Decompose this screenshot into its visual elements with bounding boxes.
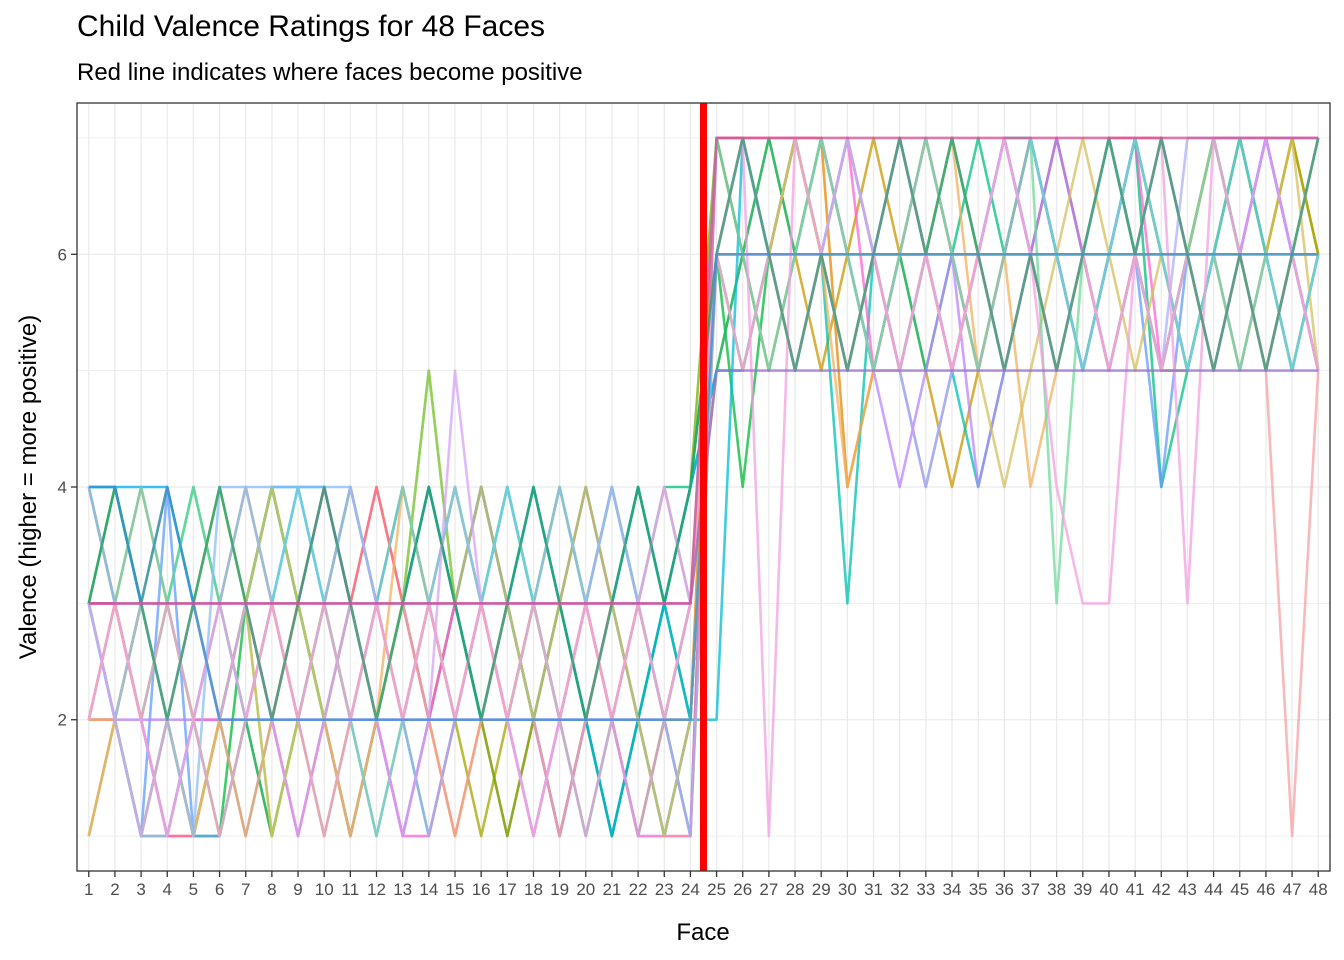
x-tick-label-21: 21 <box>602 880 621 899</box>
x-tick-label-4: 4 <box>163 880 172 899</box>
x-tick-label-31: 31 <box>864 880 883 899</box>
x-tick-label-12: 12 <box>367 880 386 899</box>
x-tick-label-3: 3 <box>136 880 145 899</box>
x-tick-label-42: 42 <box>1152 880 1171 899</box>
x-tick-label-7: 7 <box>241 880 250 899</box>
x-axis-title: Face <box>676 919 729 946</box>
x-tick-label-13: 13 <box>393 880 412 899</box>
x-tick-label-14: 14 <box>419 880 438 899</box>
x-tick-label-34: 34 <box>943 880 962 899</box>
x-tick-label-28: 28 <box>786 880 805 899</box>
x-tick-label-11: 11 <box>342 880 360 899</box>
x-tick-label-44: 44 <box>1204 880 1223 899</box>
x-tick-label-22: 22 <box>629 880 648 899</box>
x-tick-label-29: 29 <box>812 880 831 899</box>
x-tick-label-25: 25 <box>707 880 726 899</box>
x-tick-label-15: 15 <box>446 880 465 899</box>
x-tick-label-45: 45 <box>1230 880 1249 899</box>
x-tick-label-37: 37 <box>1021 880 1040 899</box>
x-tick-label-19: 19 <box>550 880 569 899</box>
x-tick-label-18: 18 <box>524 880 543 899</box>
x-tick-label-16: 16 <box>472 880 491 899</box>
chart-title: Child Valence Ratings for 48 Faces <box>77 10 546 43</box>
y-axis-ticks: 2 4 6 <box>58 245 77 730</box>
x-tick-label-38: 38 <box>1047 880 1066 899</box>
y-axis-title: Valence (higher = more positive) <box>15 315 42 659</box>
x-tick-label-39: 39 <box>1073 880 1092 899</box>
x-tick-label-32: 32 <box>890 880 909 899</box>
x-tick-label-20: 20 <box>576 880 595 899</box>
x-tick-label-10: 10 <box>315 880 334 899</box>
x-tick-label-8: 8 <box>267 880 276 899</box>
x-tick-label-6: 6 <box>215 880 224 899</box>
x-tick-label-26: 26 <box>733 880 752 899</box>
x-tick-label-2: 2 <box>110 880 119 899</box>
y-tick-label-6: 6 <box>58 245 67 264</box>
x-tick-label-40: 40 <box>1099 880 1118 899</box>
y-tick-label-4: 4 <box>58 478 67 497</box>
x-tick-label-43: 43 <box>1178 880 1197 899</box>
x-tick-label-27: 27 <box>759 880 778 899</box>
x-tick-label-33: 33 <box>916 880 935 899</box>
x-tick-label-46: 46 <box>1256 880 1275 899</box>
x-tick-label-47: 47 <box>1283 880 1302 899</box>
y-tick-label-2: 2 <box>58 711 67 730</box>
x-tick-label-35: 35 <box>969 880 988 899</box>
x-tick-label-24: 24 <box>681 880 700 899</box>
x-tick-label-36: 36 <box>995 880 1014 899</box>
x-tick-label-9: 9 <box>293 880 302 899</box>
x-tick-label-48: 48 <box>1309 880 1328 899</box>
x-tick-label-1: 1 <box>84 880 93 899</box>
x-tick-label-23: 23 <box>655 880 674 899</box>
x-tick-label-17: 17 <box>498 880 517 899</box>
x-axis-ticks: 1 2 3 4 5 6 7 8 9 10 11 12 13 14 15 16 17 18 19 20 21 22 23 24 2… <box>84 871 1328 899</box>
x-tick-label-41: 41 <box>1126 880 1145 899</box>
chart-subtitle: Red line indicates where faces become po… <box>77 59 583 86</box>
x-tick-label-30: 30 <box>838 880 857 899</box>
x-tick-label-5: 5 <box>189 880 198 899</box>
